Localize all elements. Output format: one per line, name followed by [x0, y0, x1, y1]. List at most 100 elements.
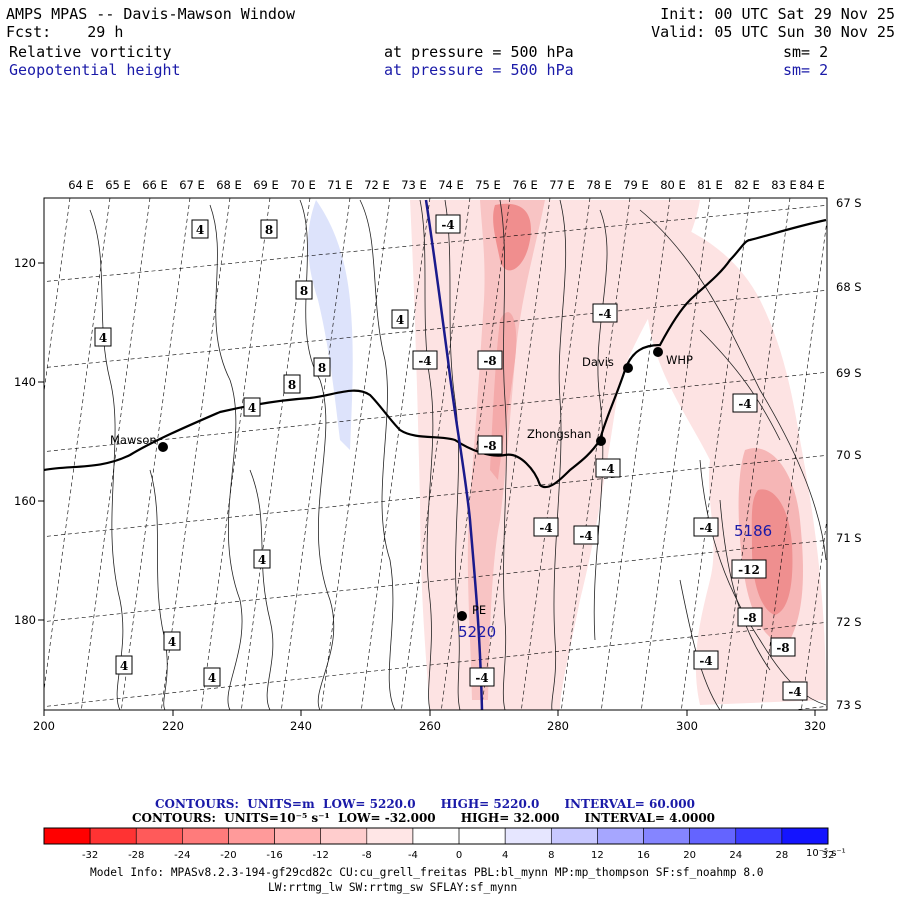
lon-label: 70 E — [290, 178, 316, 192]
colorbar-label: 24 — [729, 850, 742, 861]
ci-v-low-val: -32.000 — [384, 811, 436, 825]
grid-x-label: 300 — [676, 719, 698, 733]
geopotential-height-contour — [424, 199, 484, 710]
vort-label: -8 — [737, 607, 763, 627]
vort-label: -4 — [693, 650, 719, 670]
vort-label: 4 — [163, 631, 181, 651]
lon-label: 75 E — [475, 178, 501, 192]
vort-label: 4 — [253, 549, 271, 569]
grid-x-label: 280 — [547, 719, 569, 733]
ci-h-interval: INTERVAL= — [564, 797, 645, 811]
ci-h-low-val: 5220.0 — [369, 797, 416, 811]
colorbar-label: -24 — [174, 850, 190, 861]
svg-text:8: 8 — [288, 378, 296, 392]
vort-label: 4 — [391, 309, 409, 329]
colorbar-cell — [89, 827, 137, 845]
grid-x-label: 220 — [162, 719, 184, 733]
vort-label: 8 — [283, 374, 301, 394]
vorticity-shading — [307, 200, 826, 710]
pe-marker — [457, 611, 467, 621]
colorbar-label: 16 — [637, 850, 650, 861]
svg-text:4: 4 — [168, 635, 176, 649]
lon-label: 74 E — [438, 178, 464, 192]
lon-label: 83 E — [771, 178, 797, 192]
vort-label: -8 — [477, 350, 503, 370]
lon-label: 69 E — [253, 178, 279, 192]
svg-text:-4: -4 — [539, 521, 552, 535]
forecast-label: Fcst: 29 h — [6, 23, 123, 41]
vort-label: 4 — [243, 397, 261, 417]
lon-label: 81 E — [697, 178, 723, 192]
plot-title: AMPS MPAS -- Davis-Mawson Window — [6, 5, 295, 23]
station-label-davis: Davis — [582, 355, 614, 369]
field2-smooth: sm= 2 — [783, 61, 829, 79]
lat-label: 71 S — [836, 531, 862, 545]
svg-text:-4: -4 — [788, 685, 801, 699]
svg-text:8: 8 — [318, 361, 326, 375]
field1-name: Relative vorticity — [9, 43, 172, 61]
station-markers — [158, 347, 663, 621]
ci-h-high: HIGH= — [440, 797, 490, 811]
colorbar-cell — [182, 827, 229, 845]
vort-label: 4 — [115, 655, 133, 675]
svg-text:-4: -4 — [601, 462, 614, 476]
colorbar-cell — [412, 827, 460, 845]
colorbar-label: 32 — [822, 850, 835, 861]
lon-label: 82 E — [734, 178, 760, 192]
svg-text:-4: -4 — [598, 307, 611, 321]
grid-x-label: 240 — [290, 719, 312, 733]
station-label-pe: PE — [472, 603, 486, 617]
lon-label: 66 E — [142, 178, 168, 192]
fcst-value: 29 h — [87, 23, 124, 41]
field1-level: at pressure = 500 hPa — [384, 43, 574, 61]
vort-label: -4 — [573, 525, 599, 545]
lat-label: 69 S — [836, 366, 862, 380]
vort-label: -4 — [592, 303, 618, 323]
svg-text:4: 4 — [120, 659, 128, 673]
field2-level-value: 500 hPa — [510, 61, 574, 79]
lon-label: 71 E — [327, 178, 353, 192]
latitude-labels: 67 S 68 S 69 S 70 S 71 S 72 S 73 S — [836, 196, 862, 712]
colorbar-cell — [781, 827, 829, 845]
field1-level-text: at pressure = — [384, 43, 502, 61]
vort-label: -8 — [770, 637, 796, 657]
ci-v-label: CONTOURS: — [132, 811, 216, 825]
whp-marker — [653, 347, 663, 357]
svg-text:8: 8 — [300, 284, 308, 298]
negative-vorticity-east — [644, 220, 826, 705]
field1-level-value: 500 hPa — [510, 43, 574, 61]
colorbar-label: -20 — [220, 850, 236, 861]
vort-label: -8 — [477, 435, 503, 455]
colorbar-label: 0 — [456, 850, 462, 861]
lon-label: 68 E — [216, 178, 242, 192]
davis-marker — [623, 363, 633, 373]
grid-y-label: 140 — [14, 375, 36, 389]
field2-level: at pressure = 500 hPa — [384, 61, 574, 79]
svg-text:-8: -8 — [743, 611, 756, 625]
vort-label: -4 — [782, 681, 808, 701]
colorbar-cell — [274, 827, 322, 845]
colorbar-cell — [43, 827, 91, 845]
colorbar-label: 4 — [502, 850, 508, 861]
map-area — [44, 198, 827, 710]
svg-text:4: 4 — [196, 223, 204, 237]
svg-text:-4: -4 — [475, 671, 488, 685]
lon-label: 84 E — [799, 178, 825, 192]
valid-time: Valid: 05 UTC Sun 30 Nov 25 — [651, 23, 895, 41]
vort-label: -4 — [469, 667, 495, 687]
vort-label: 8 — [260, 219, 278, 239]
grid-y-label: 160 — [14, 494, 36, 508]
svg-text:-4: -4 — [579, 529, 592, 543]
ci-h-low: LOW= — [323, 797, 366, 811]
model-info-line1: Model Info: MPASv8.2.3-194-gf29cd82c CU:… — [90, 866, 764, 879]
station-label-mawson: Mawson — [110, 433, 157, 447]
colorbar-cell — [689, 827, 737, 845]
svg-text:-8: -8 — [776, 641, 789, 655]
lat-label: 70 S — [836, 448, 862, 462]
vort-label: -4 — [533, 517, 559, 537]
lon-label: 80 E — [660, 178, 686, 192]
colorbar-cell — [228, 827, 275, 845]
vort-label: 4 — [94, 327, 112, 347]
lon-label: 73 E — [401, 178, 427, 192]
colorbar-label: -4 — [408, 850, 418, 861]
